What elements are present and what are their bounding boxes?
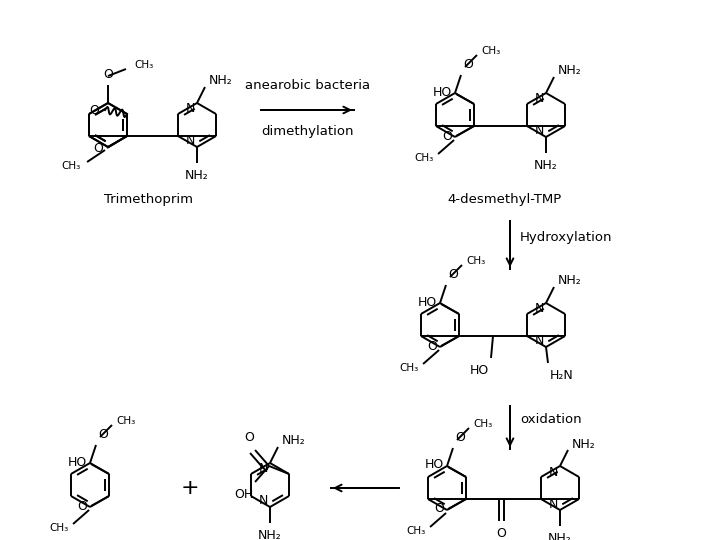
Text: anearobic bacteria: anearobic bacteria — [245, 79, 370, 92]
Text: Hydroxylation: Hydroxylation — [520, 231, 613, 244]
Text: Trimethoprim: Trimethoprim — [104, 193, 193, 206]
Text: O: O — [103, 68, 113, 81]
Text: CH₃: CH₃ — [466, 256, 485, 266]
Text: CH₃: CH₃ — [473, 419, 492, 429]
Text: O: O — [77, 500, 87, 512]
Text: NH₂: NH₂ — [558, 274, 582, 287]
Text: O: O — [98, 428, 108, 441]
Text: N: N — [186, 134, 195, 147]
Text: O: O — [93, 141, 103, 154]
Text: +: + — [181, 478, 199, 498]
Text: N: N — [549, 465, 558, 478]
Text: O: O — [463, 58, 473, 71]
Text: NH₂: NH₂ — [572, 437, 596, 450]
Text: CH₃: CH₃ — [50, 523, 69, 533]
Text: N: N — [186, 103, 195, 116]
Text: CH₃: CH₃ — [400, 363, 419, 373]
Text: CH₃: CH₃ — [415, 153, 434, 163]
Text: HO: HO — [418, 295, 437, 308]
Text: HO: HO — [432, 85, 452, 98]
Text: N: N — [535, 334, 545, 348]
Text: NH₂: NH₂ — [209, 75, 233, 87]
Text: N: N — [535, 92, 545, 105]
Text: O: O — [428, 340, 437, 353]
Text: H₂N: H₂N — [550, 369, 574, 382]
Text: NH₂: NH₂ — [258, 529, 282, 540]
Text: HO: HO — [425, 458, 444, 471]
Text: CH₃: CH₃ — [62, 161, 81, 171]
Text: O: O — [442, 130, 452, 143]
Text: N: N — [259, 495, 268, 508]
Text: O: O — [496, 527, 506, 540]
Text: 4-desmethyl-TMP: 4-desmethyl-TMP — [448, 193, 562, 206]
Text: NH₂: NH₂ — [534, 159, 558, 172]
Text: CH₃: CH₃ — [481, 46, 501, 56]
Text: O: O — [89, 104, 99, 117]
Text: N: N — [549, 497, 558, 510]
Text: CH₃: CH₃ — [407, 526, 426, 536]
Text: O: O — [455, 431, 465, 444]
Text: HO: HO — [68, 456, 87, 469]
Text: NH₂: NH₂ — [185, 169, 209, 182]
Text: dimethylation: dimethylation — [261, 125, 354, 138]
Text: HO: HO — [470, 364, 489, 377]
Text: O: O — [448, 268, 458, 281]
Text: NH₂: NH₂ — [558, 64, 582, 78]
Text: O: O — [244, 431, 254, 444]
Text: NH₂: NH₂ — [282, 435, 306, 448]
Text: oxidation: oxidation — [520, 413, 581, 426]
Text: O: O — [434, 503, 444, 516]
Text: OH: OH — [234, 488, 253, 501]
Text: N: N — [535, 302, 545, 315]
Text: N: N — [259, 462, 268, 476]
Text: CH₃: CH₃ — [116, 416, 135, 426]
Text: CH₃: CH₃ — [134, 60, 153, 70]
Text: NH₂: NH₂ — [548, 532, 572, 540]
Text: N: N — [535, 125, 545, 138]
